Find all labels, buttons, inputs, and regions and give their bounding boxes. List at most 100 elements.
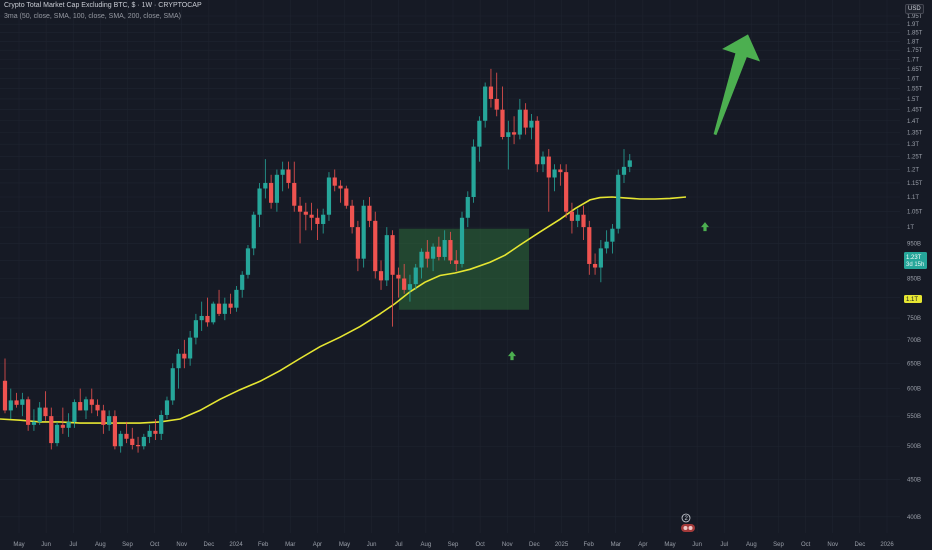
candle-body	[20, 399, 25, 405]
candle	[31, 409, 37, 431]
candle	[350, 199, 355, 234]
candle-body	[135, 444, 141, 447]
candle	[49, 407, 54, 450]
candle-body	[413, 267, 418, 285]
candle-body	[37, 407, 42, 422]
currency-button[interactable]: USD	[905, 4, 924, 14]
candle-body	[378, 271, 384, 281]
candles	[2, 68, 632, 453]
candle-body	[211, 303, 216, 323]
candle	[2, 358, 8, 414]
candle	[292, 161, 297, 212]
candle-body	[367, 205, 372, 221]
price-tick-label: 1.65T	[907, 67, 923, 73]
candle	[338, 180, 343, 203]
candle	[587, 220, 592, 275]
candle-body	[616, 174, 621, 229]
candle-body	[2, 380, 8, 411]
candle-body	[309, 214, 314, 218]
ma-value: 1.1T	[906, 297, 918, 303]
candle-body	[344, 188, 349, 206]
candle	[309, 202, 314, 231]
candle	[286, 161, 291, 189]
moving-average-line	[0, 196, 687, 424]
candle	[147, 424, 152, 444]
price-tick-label: 500B	[907, 444, 921, 450]
candle-body	[280, 169, 285, 175]
candle	[471, 139, 476, 203]
candle	[552, 164, 557, 192]
candle	[112, 410, 118, 450]
candle	[488, 68, 494, 108]
candle-body	[448, 240, 453, 261]
candle	[384, 227, 389, 287]
candle-body	[8, 400, 13, 411]
indicator-legend[interactable]: 3ma (50, close, SMA, 100, close, SMA, 20…	[4, 13, 182, 20]
candle-body	[72, 402, 77, 422]
candle-body	[26, 399, 31, 425]
candle	[263, 159, 268, 199]
candle	[575, 208, 580, 228]
candle-body	[66, 421, 71, 428]
candle-body	[107, 416, 112, 425]
candle	[598, 240, 603, 283]
candle-body	[54, 424, 60, 444]
candle	[228, 293, 233, 314]
candle	[616, 169, 621, 234]
candle-body	[147, 430, 152, 437]
candle-body	[454, 260, 459, 264]
time-tick-label: Sep	[122, 542, 133, 548]
time-axis[interactable]: May Jun Jul Aug Sep Oct Nov Dec 2024 Feb Mar Apr May…	[0, 534, 932, 550]
candle	[367, 196, 372, 228]
candle-body	[477, 120, 482, 147]
candle	[517, 98, 522, 140]
candle	[610, 223, 615, 254]
candle	[130, 427, 135, 450]
chart-legend-title[interactable]: Crypto Total Market Cap Excluding BTC, $…	[4, 2, 202, 9]
candle-body	[430, 246, 436, 259]
candle-body	[31, 421, 37, 425]
time-tick-label: Sep	[448, 542, 459, 548]
price-tick-label: 1.4T	[907, 119, 919, 125]
price-tick-label: 1.35T	[907, 130, 923, 136]
candle	[234, 286, 239, 312]
earnings-icon	[681, 524, 695, 532]
big-up-arrow-icon	[713, 34, 761, 136]
candle-body	[43, 407, 48, 417]
candle	[425, 240, 430, 268]
time-tick-label: Nov	[176, 542, 187, 548]
price-tick-label: 1.15T	[907, 181, 923, 187]
events-badge[interactable]: 2	[681, 513, 695, 532]
price-tick-label: 1.8T	[907, 39, 919, 45]
candle-body	[373, 220, 378, 272]
price-tick-label: 1.05T	[907, 210, 923, 216]
candle-body	[471, 146, 476, 197]
candle-body	[540, 156, 546, 165]
candle-body	[321, 214, 326, 224]
candle-body	[188, 337, 193, 359]
candle	[402, 263, 407, 294]
candle-body	[83, 399, 89, 411]
candle	[604, 230, 609, 254]
candle-body	[199, 315, 204, 321]
candle-body	[159, 414, 164, 434]
candle	[558, 164, 563, 186]
candle	[477, 116, 482, 162]
candle-body	[326, 177, 332, 215]
candle	[95, 399, 100, 417]
time-tick-label: Oct	[475, 542, 485, 548]
candle-body	[338, 185, 343, 189]
candle	[54, 421, 60, 447]
candle-body	[361, 205, 366, 259]
candle-body	[141, 436, 146, 447]
candle	[390, 230, 395, 327]
price-tick-label: 1.45T	[907, 108, 923, 114]
candle-body	[164, 400, 170, 415]
candle	[8, 388, 13, 420]
candle	[176, 349, 181, 389]
candle	[546, 149, 551, 212]
chart-grid	[0, 0, 900, 533]
time-tick-label: Sep	[773, 542, 784, 548]
candle	[564, 164, 569, 218]
